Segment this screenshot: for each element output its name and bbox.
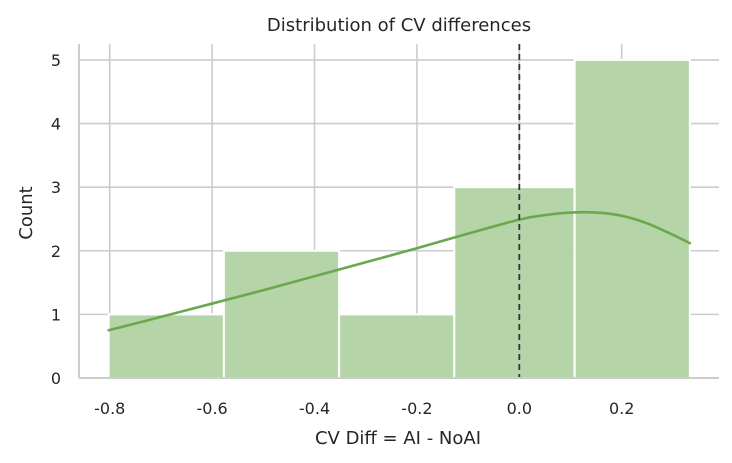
y-tick-label: 5	[51, 51, 61, 70]
x-tick-label: -0.6	[197, 399, 228, 418]
x-axis-label: CV Diff = AI - NoAI	[315, 428, 481, 449]
y-tick-label: 4	[51, 115, 61, 134]
histogram-bar	[107, 313, 225, 379]
y-axis-label: Count	[16, 186, 37, 239]
x-tick-label: 0.2	[609, 399, 634, 418]
chart-title: Distribution of CV differences	[267, 15, 531, 36]
y-tick-label: 3	[51, 178, 61, 197]
histogram-bar	[453, 186, 576, 379]
y-tick-label: 2	[51, 242, 61, 261]
x-tick-label: -0.8	[94, 399, 125, 418]
x-tick-label: -0.2	[401, 399, 432, 418]
y-tick-label: 1	[51, 305, 61, 324]
axis-spines	[78, 44, 719, 379]
y-tick-labels: 0 1 2 3 4 5	[51, 51, 61, 388]
histogram-bars	[107, 58, 691, 380]
y-tick-label: 0	[51, 369, 61, 388]
x-tick-labels: -0.8 -0.6 -0.4 -0.2 0.0 0.2	[94, 399, 634, 418]
histogram-bar	[338, 313, 456, 379]
histogram-bar	[222, 249, 341, 379]
x-tick-label: -0.4	[299, 399, 330, 418]
kde-line	[107, 210, 692, 332]
kde-curve	[107, 210, 692, 332]
x-tick-label: 0.0	[507, 399, 532, 418]
